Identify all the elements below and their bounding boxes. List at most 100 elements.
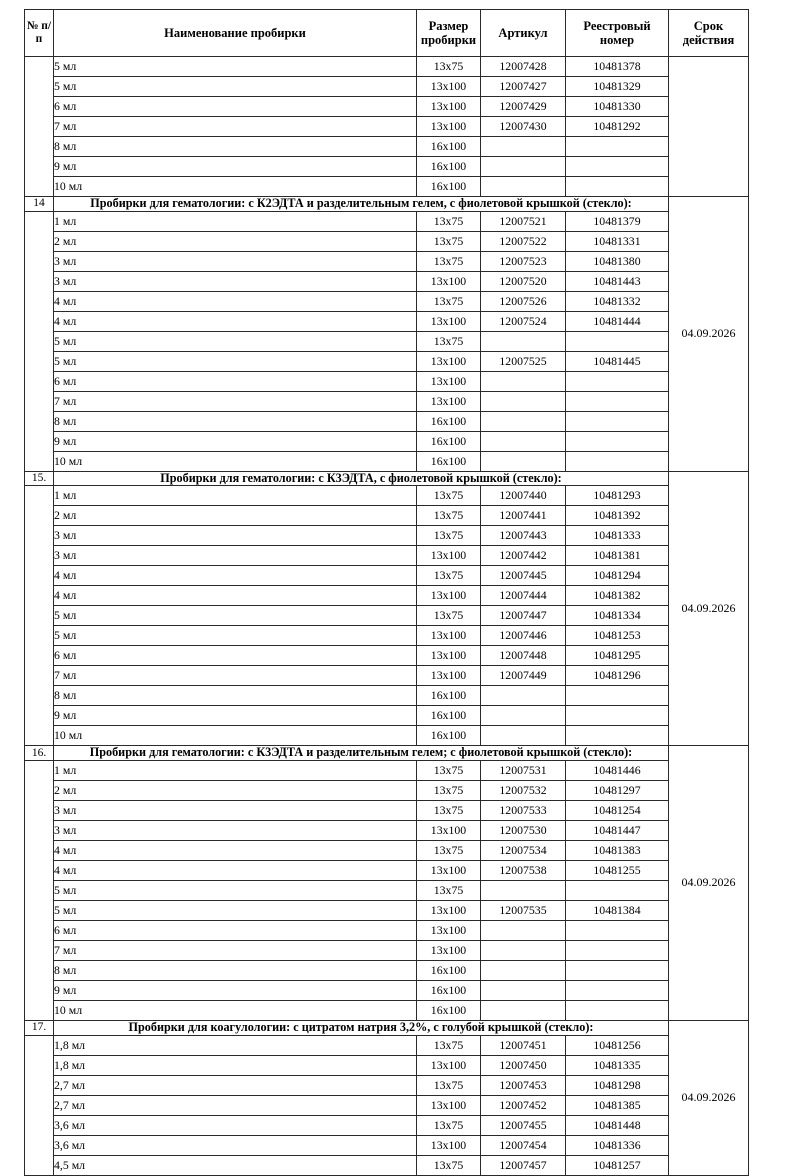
cell-registry-number: 10481331 <box>565 230 669 252</box>
cell-article: 12007538 <box>480 859 566 881</box>
table-row: 9 мл 16x100 <box>25 705 749 727</box>
cell-tube-name: 6 мл <box>53 919 417 941</box>
cell-tube-name: 1 мл <box>53 485 417 507</box>
cell-tube-size: 13x100 <box>416 939 481 961</box>
cell-registry-number: 10481333 <box>565 525 669 547</box>
cell-tube-name: 7 мл <box>53 390 417 412</box>
table-row: 1,8 мл 13x75 12007451 10481256 <box>24 1034 749 1176</box>
cell-article <box>480 879 566 901</box>
cell-validity-date: 04.09.2026 <box>668 1019 749 1176</box>
table-body: 5 мл 13x75 12007428 10481378 5 мл 13x100 12007… <box>24 56 749 1176</box>
cell-tube-size: 13x75 <box>416 759 481 781</box>
cell-tube-size: 13x100 <box>416 1054 481 1076</box>
cell-tube-size: 16x100 <box>416 176 481 197</box>
cell-tube-size: 13x100 <box>416 545 481 567</box>
cell-article <box>480 176 566 197</box>
cell-tube-name: 9 мл <box>53 979 417 1001</box>
cell-tube-size: 16x100 <box>416 156 481 177</box>
table-row: 4 мл 13x75 12007445 10481294 <box>25 565 749 587</box>
cell-tube-name: 2,7 мл <box>53 1094 417 1116</box>
cell-tube-name: 10 мл <box>53 450 417 472</box>
cell-registry-number: 10481336 <box>565 1134 669 1156</box>
section-title: Пробирки для гематологии: с К3ЭДТА, с фи… <box>53 470 669 487</box>
table-row: 4 мл 13x75 12007534 10481383 <box>25 839 749 861</box>
cell-tube-name: 8 мл <box>53 685 417 707</box>
table-row: 4 мл 13x75 12007526 10481332 <box>25 290 749 312</box>
cell-tube-name: 4,5 мл <box>53 1154 417 1176</box>
cell-tube-size: 16x100 <box>416 999 481 1021</box>
table-row: 5 мл 13x100 12007427 10481329 <box>25 76 749 97</box>
cell-tube-size: 13x100 <box>416 310 481 332</box>
cell-tube-size: 13x100 <box>416 625 481 647</box>
table-row: 2,7 мл 13x100 12007452 10481385 <box>25 1094 749 1116</box>
table-row: 8 мл 16x100 <box>25 136 749 157</box>
cell-tube-name: 10 мл <box>53 725 417 747</box>
cell-tube-size: 13x100 <box>416 665 481 687</box>
cell-tube-name: 7 мл <box>53 665 417 687</box>
cell-tube-size: 13x75 <box>416 525 481 547</box>
table-row: 1,8 мл 13x100 12007450 10481335 <box>25 1054 749 1076</box>
cell-tube-name: 6 мл <box>53 96 417 117</box>
cell-tube-name: 3 мл <box>53 545 417 567</box>
section-number: 14 <box>24 196 54 212</box>
cell-registry-number <box>565 176 669 197</box>
cell-article: 12007520 <box>480 270 566 292</box>
cell-article: 12007441 <box>480 505 566 527</box>
cell-article: 12007523 <box>480 250 566 272</box>
cell-tube-size: 13x100 <box>416 585 481 607</box>
column-header-number: № п/п <box>24 9 54 57</box>
table-row: 2 мл 13x75 12007441 10481392 <box>25 505 749 527</box>
cell-article: 12007521 <box>480 210 566 232</box>
cell-tube-name: 2 мл <box>53 779 417 801</box>
table-row: 7 мл 13x100 <box>25 390 749 412</box>
cell-tube-name: 5 мл <box>53 330 417 352</box>
cell-registry-number: 10481446 <box>565 759 669 781</box>
cell-registry-number: 10481378 <box>565 56 669 77</box>
cell-tube-size: 13x75 <box>416 565 481 587</box>
cell-article: 12007445 <box>480 565 566 587</box>
section-header-row: 15. Пробирки для гематологии: с К3ЭДТА, с… <box>24 470 749 747</box>
cell-article <box>480 725 566 747</box>
cell-validity-date: 04.09.2026 <box>668 745 749 1021</box>
cell-tube-name: 10 мл <box>53 999 417 1021</box>
cell-article: 12007532 <box>480 779 566 801</box>
cell-tube-size: 13x100 <box>416 350 481 372</box>
table-row: 5 мл 13x75 12007447 10481334 <box>25 605 749 627</box>
cell-registry-number: 10481257 <box>565 1154 669 1176</box>
cell-tube-name: 1,8 мл <box>53 1034 417 1056</box>
cell-registry-number <box>565 705 669 727</box>
cell-registry-number <box>565 330 669 352</box>
cell-article: 12007428 <box>480 56 566 77</box>
table-row: 5 мл 13x100 12007446 10481253 <box>25 625 749 647</box>
table-row: 4 мл 13x100 12007538 10481255 <box>25 859 749 881</box>
cell-validity-date: 04.09.2026 <box>668 196 749 472</box>
cell-tube-size: 13x100 <box>416 859 481 881</box>
cell-tube-name: 6 мл <box>53 645 417 667</box>
cell-registry-number: 10481292 <box>565 116 669 137</box>
cell-article: 12007534 <box>480 839 566 861</box>
cell-article <box>480 450 566 472</box>
cell-tube-size: 13x100 <box>416 919 481 941</box>
cell-tube-name: 1 мл <box>53 759 417 781</box>
table-row: 6 мл 13x100 <box>25 919 749 941</box>
cell-registry-number <box>565 919 669 941</box>
section-number: 15. <box>24 470 54 487</box>
table-row: 5 мл 13x75 <box>25 330 749 352</box>
cell-registry-number: 10481329 <box>565 76 669 97</box>
table-row: 5 мл 13x75 12007428 10481378 <box>24 56 749 197</box>
cell-tube-name: 4 мл <box>53 839 417 861</box>
cell-article <box>480 136 566 157</box>
cell-tube-name: 2 мл <box>53 230 417 252</box>
cell-tube-size: 13x75 <box>416 839 481 861</box>
cell-article: 12007457 <box>480 1154 566 1176</box>
cell-article <box>480 919 566 941</box>
cell-tube-name: 3 мл <box>53 250 417 272</box>
cell-tube-size: 13x100 <box>416 819 481 841</box>
column-header-name: Наименование пробирки <box>53 9 417 57</box>
cell-tube-name: 10 мл <box>53 176 417 197</box>
column-header-size: Размер пробирки <box>416 9 481 57</box>
cell-registry-number <box>565 156 669 177</box>
cell-tube-size: 13x75 <box>416 1034 481 1056</box>
table-row: 3 мл 13x75 12007533 10481254 <box>25 799 749 821</box>
tubes-table: № п/п Наименование пробирки Размер проби… <box>24 9 749 1176</box>
